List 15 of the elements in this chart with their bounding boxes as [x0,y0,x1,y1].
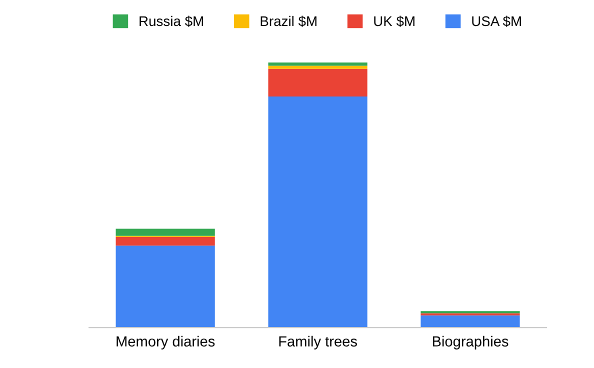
bar [268,62,368,66]
bar [116,236,215,246]
bar [116,246,215,328]
legend-label: Brazil $M [260,16,316,27]
legend-label: UK $M [374,16,414,27]
bar [268,68,368,96]
x-tick-label: Family trees [279,336,357,350]
legend-label: Russia $M [140,16,203,27]
legend-label: USA $M [472,16,521,27]
x-tick-label: Biographies [432,336,508,350]
bar [420,315,520,328]
x-tick-label: Memory diaries [116,336,215,350]
bar [268,66,368,69]
bar [268,96,368,328]
bar [116,228,215,236]
